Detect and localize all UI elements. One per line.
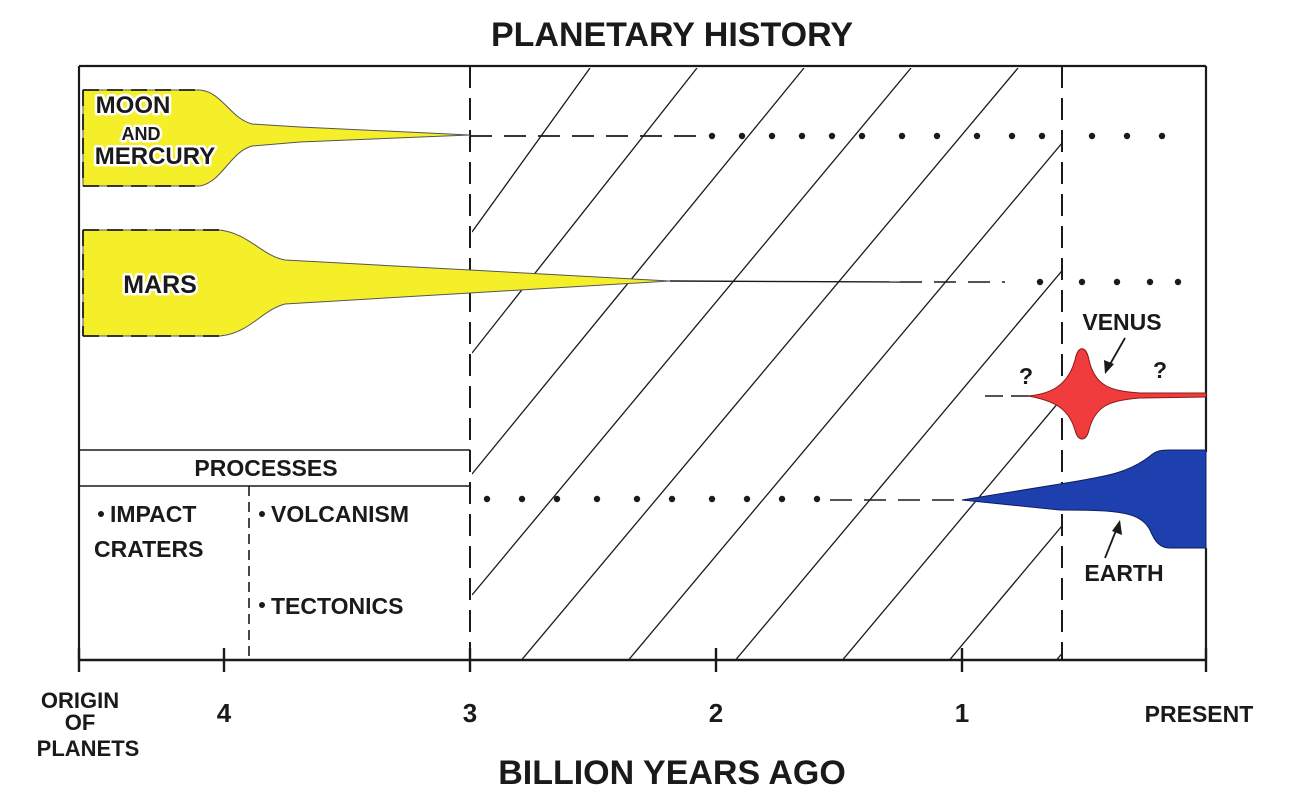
origin-label-line2: OF — [65, 710, 96, 735]
present-label: PRESENT — [1145, 701, 1254, 727]
earth-label: EARTH — [1084, 560, 1163, 586]
moon-mercury-dots — [708, 132, 1166, 140]
earth-pointer — [1104, 527, 1118, 559]
venus-label: VENUS — [1082, 309, 1161, 335]
x-tick-label-1: 1 — [955, 698, 969, 728]
venus-band: VENUS ? ? — [985, 309, 1207, 440]
mars-shape — [82, 229, 671, 337]
mars-dots — [1036, 278, 1182, 286]
processes-box: PROCESSES IMPACT CRATERS VOLCANISM TECTO… — [79, 449, 470, 660]
venus-question-right: ? — [1153, 357, 1167, 383]
moon-label: MOON — [96, 92, 171, 119]
earth-band: EARTH — [483, 449, 1207, 586]
tectonics-bullet — [259, 602, 265, 608]
x-axis: 4 3 2 1 ORIGIN OF PLANETS PRESENT BILLION Y… — [37, 648, 1254, 792]
origin-label-line1: ORIGIN — [41, 688, 119, 713]
origin-label-line3: PLANETS — [37, 736, 140, 761]
x-tick-label-2: 2 — [709, 698, 723, 728]
x-axis-ticks: 4 3 2 1 — [217, 648, 969, 728]
venus-question-left: ? — [1019, 363, 1033, 389]
venus-shape — [1027, 348, 1207, 440]
mars-label: MARS — [123, 271, 197, 299]
x-tick-label-3: 3 — [463, 698, 477, 728]
and-label: AND — [122, 124, 161, 144]
mercury-label: MERCURY — [95, 143, 215, 170]
earth-shape — [961, 449, 1207, 549]
impact-label: IMPACT — [110, 501, 196, 527]
x-axis-title: BILLION YEARS AGO — [498, 754, 846, 792]
mars-band: MARS — [82, 229, 1182, 337]
moon-mercury-shape — [82, 89, 471, 187]
impact-bullet — [98, 511, 104, 517]
diagram-title: PLANETARY HISTORY — [491, 16, 853, 54]
craters-label: CRATERS — [94, 536, 203, 562]
volcanism-label: VOLCANISM — [271, 501, 409, 527]
volcanism-bullet — [259, 511, 265, 517]
venus-pointer-arrowhead — [1104, 360, 1114, 374]
earth-pointer-arrowhead — [1112, 520, 1122, 535]
venus-pointer — [1108, 337, 1126, 367]
processes-header: PROCESSES — [194, 455, 337, 481]
x-tick-label-4: 4 — [217, 698, 232, 728]
tectonics-label: TECTONICS — [271, 593, 403, 619]
hatched-region — [472, 68, 1062, 660]
earth-dots — [483, 495, 821, 503]
plot-frame — [77, 64, 1208, 660]
moon-mercury-band: MOON AND MERCURY — [82, 89, 1166, 187]
